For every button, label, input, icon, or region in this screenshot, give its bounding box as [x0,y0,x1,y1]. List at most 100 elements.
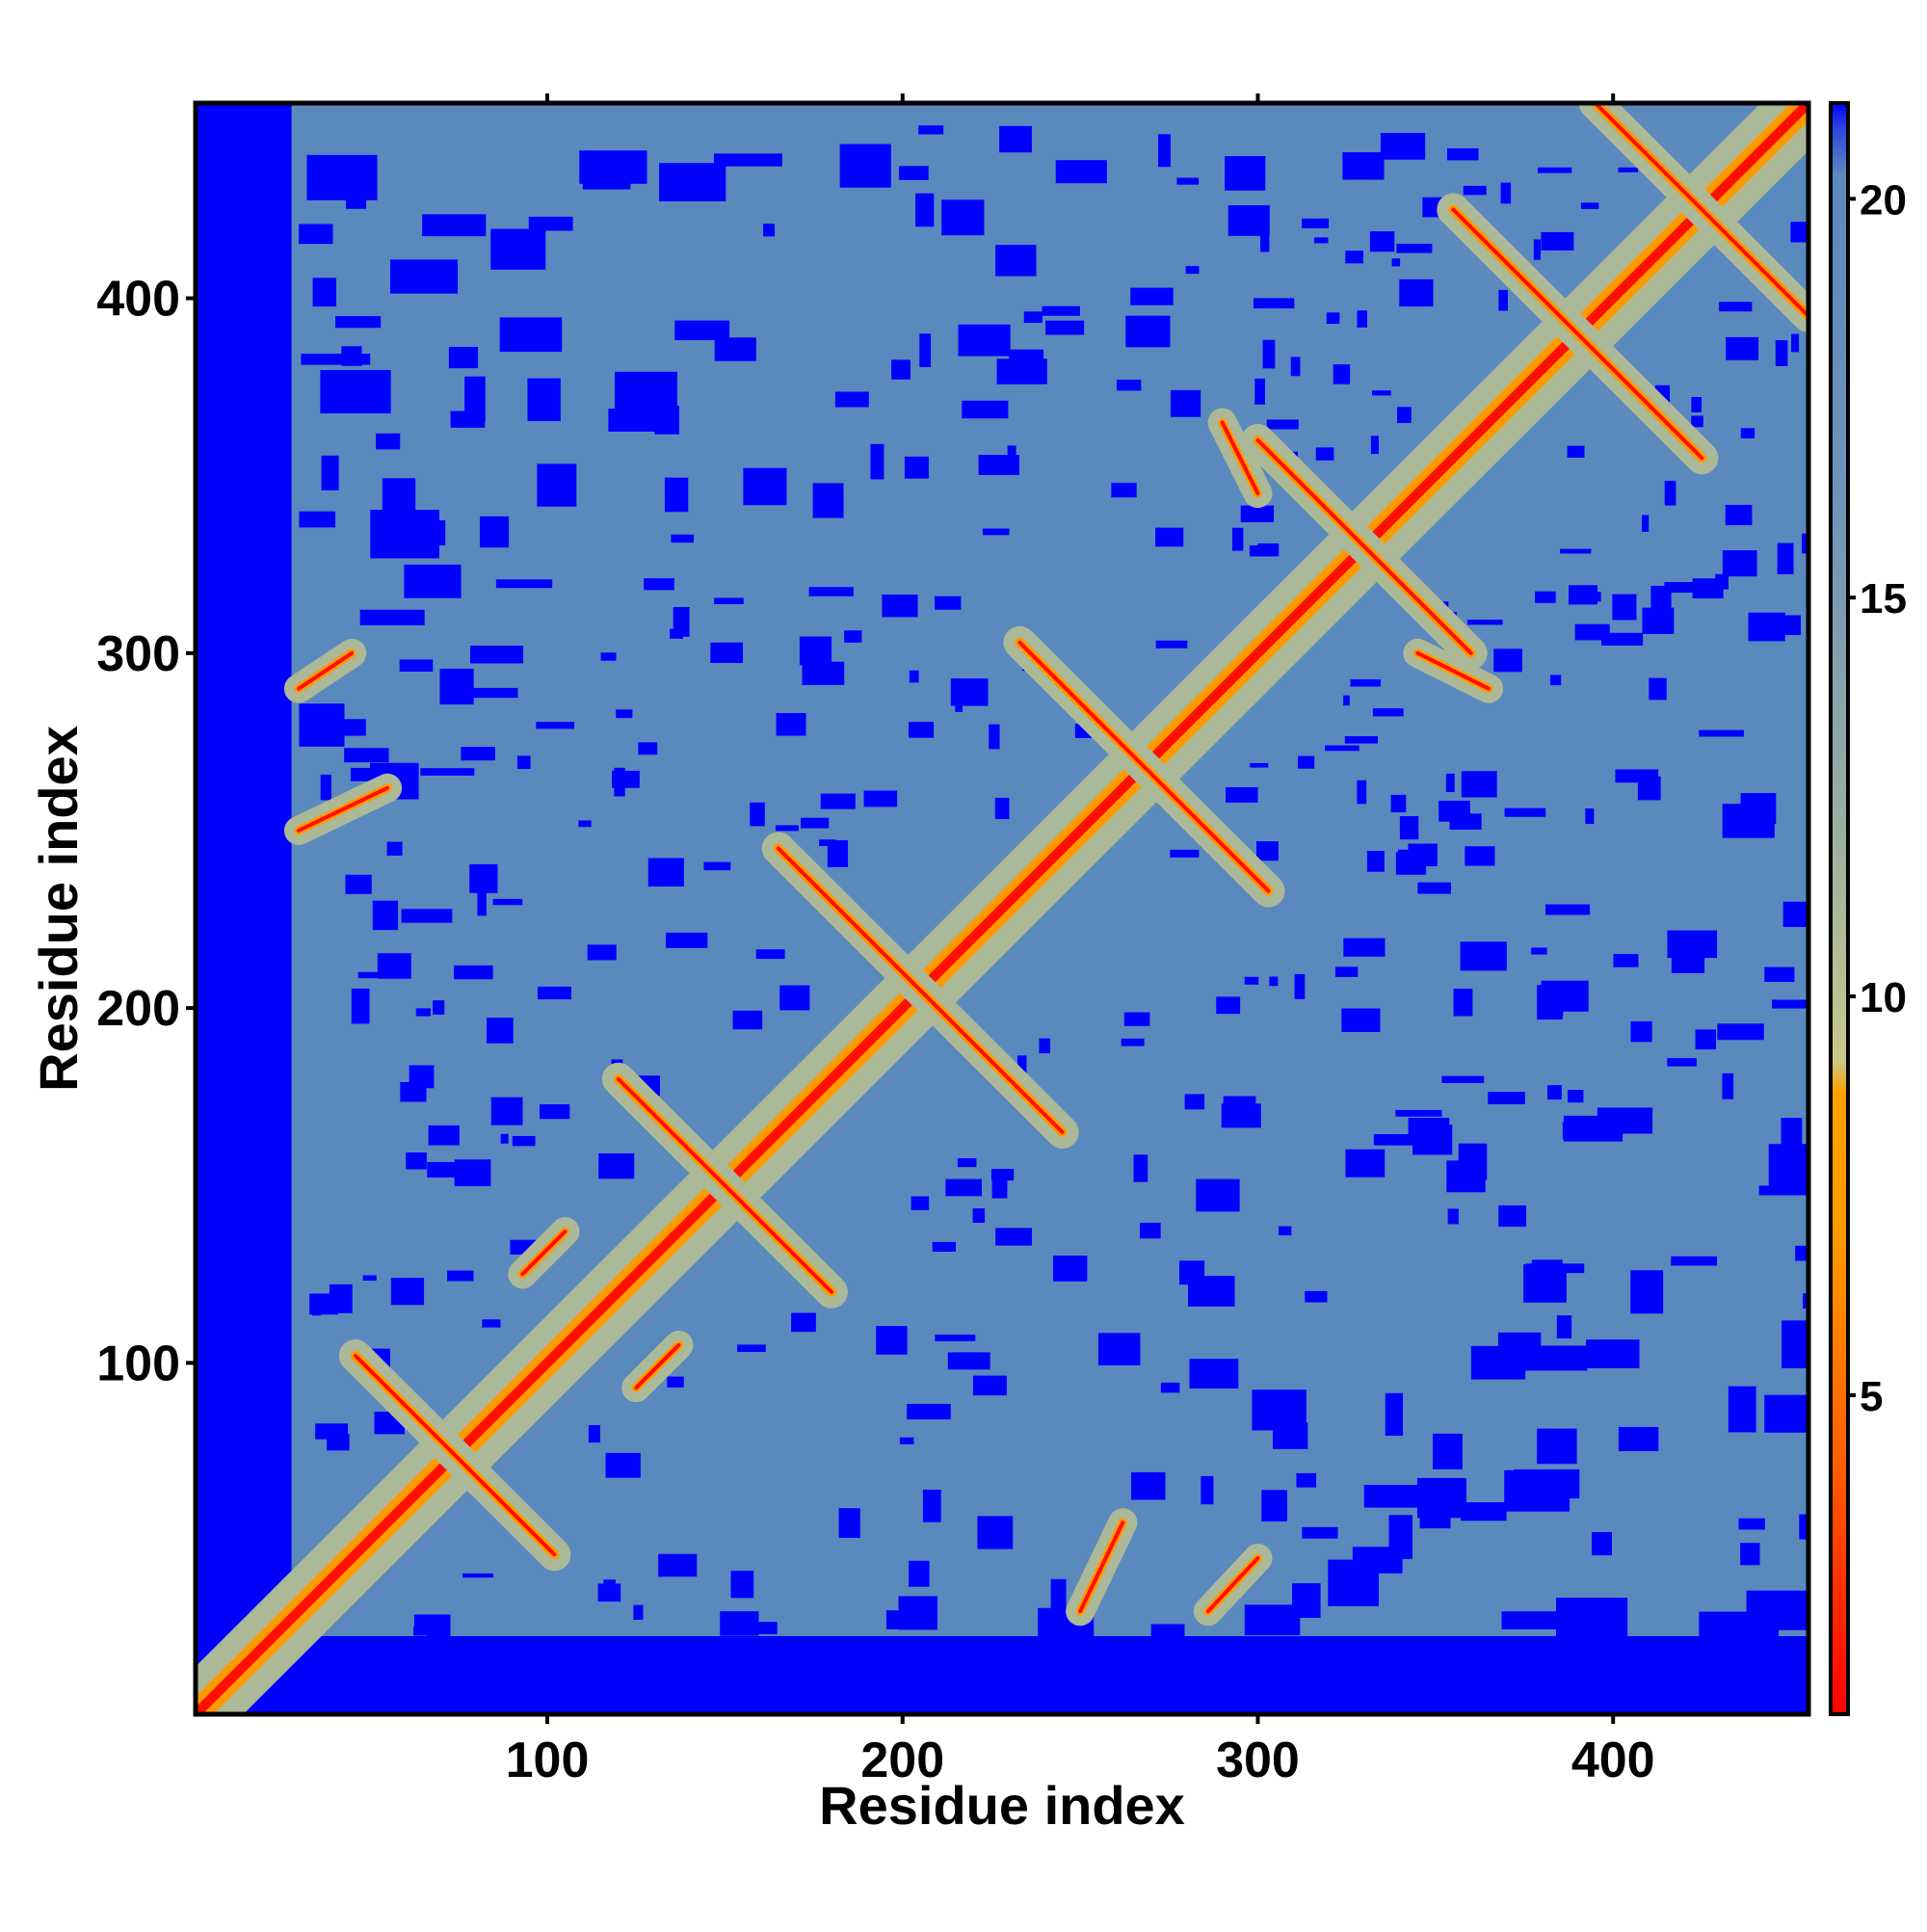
heatmap-far-patch [390,1278,425,1306]
heatmap-far-patch [995,245,1037,277]
y-axis-title: Residue index [28,726,89,1092]
heatmap-far-patch [1390,794,1407,813]
plot-frame [193,100,1811,1717]
heatmap-far-patch [462,1573,494,1578]
heatmap-far-patch [1343,695,1350,706]
heatmap-far-patch [710,642,743,663]
heatmap-far-patch [1782,1320,1808,1368]
heatmap-far-patch [345,874,372,894]
heatmap-far-patch [714,597,744,604]
heatmap-far-patch [1568,1090,1584,1103]
heatmap-far-patch [357,971,393,979]
heatmap-far-patch [1699,729,1744,737]
heatmap-far-patch [1664,480,1676,506]
heatmap-far-patch [1189,1359,1239,1389]
contact-line [1205,1555,1260,1614]
heatmap-far-patch [1328,1559,1379,1606]
heatmap-far-patch [1790,222,1808,243]
colorbar-ticks: 5 10 15 20 [1848,176,1907,1420]
heatmap-far-patch [1155,640,1188,648]
colorbar-tick-label: 5 [1860,1373,1883,1420]
heatmap-far-patch [1397,407,1412,423]
x-axis-title: Residue index [819,1775,1185,1836]
heatmap-far-patch [342,719,366,736]
heatmap-far-patch [1618,167,1639,172]
heatmap-far-patch [972,1208,986,1223]
heatmap-far-patch [1325,745,1359,752]
heatmap-far-patch [1123,1012,1150,1026]
heatmap-far-patch [1613,954,1639,967]
heatmap-far-patch [1650,585,1672,610]
heatmap-far-patch [1178,1260,1205,1285]
heatmap-far-patch [919,333,932,367]
heatmap-far-patch [461,746,495,761]
heatmap-far-patch [1728,1386,1756,1433]
heatmap-far-patch [1298,755,1315,769]
heatmap-far-patch [1774,615,1801,636]
heatmap-far-patch [1150,1624,1185,1665]
heatmap-far-patch [1585,808,1595,825]
heatmap-far-patch [1441,1075,1485,1083]
heatmap-far-patch [1225,156,1266,191]
heatmap-far-patch [1160,1382,1180,1393]
heatmap-far-patch [1549,675,1562,686]
heatmap-far-patch [947,1352,990,1370]
heatmap-far-patch [1363,1484,1424,1508]
heatmap-missing-left [196,103,292,1714]
heatmap-far-patch [904,456,929,479]
heatmap-far-patch [638,742,658,755]
heatmap-far-patch [1740,428,1755,438]
heatmap-far-patch [977,1516,1014,1549]
heatmap-far-patch [1240,505,1275,522]
heatmap-far-patch [516,755,531,770]
heatmap-far-patch [982,528,1010,536]
heatmap-far-patch [469,645,524,664]
heatmap-far-patch [1533,239,1542,260]
heatmap-far-patch [1803,1293,1808,1309]
heatmap-far-patch [658,1553,698,1577]
heatmap-far-patch [1801,533,1808,554]
heatmap-far-patch [447,1270,474,1282]
heatmap-far-patch [1597,1107,1653,1134]
heatmap-far-patch [1343,938,1386,957]
heatmap-missing-bottom [196,1635,1808,1714]
heatmap-far-patch [1556,1315,1572,1339]
heatmap-far-patch [1545,904,1591,915]
heatmap-far-patch [1196,1178,1240,1212]
heatmap-far-patch [667,1376,684,1388]
x-tick-label: 300 [1216,1733,1300,1788]
heatmap-far-patch [911,1196,930,1210]
heatmap-far-patch [863,790,898,807]
heatmap-far-patch [915,193,935,227]
heatmap-far-patch [359,609,425,625]
heatmap-far-patch [1341,1008,1381,1033]
x-tick-label: 100 [506,1733,590,1788]
heatmap-far-patch [713,153,782,167]
heatmap-far-patch [537,986,571,1000]
heatmap-far-patch [1691,415,1703,428]
heatmap-far-patch [899,166,929,180]
heatmap-far-patch [1580,202,1599,209]
heatmap-far-patch [1097,1333,1141,1365]
heatmap-far-patch [732,1010,763,1030]
heatmap-far-patch [299,224,333,245]
heatmap-far-patch [1726,336,1759,360]
heatmap-far-patch [1372,708,1404,717]
heatmap-far-patch [907,1403,951,1420]
contact-line [353,1354,557,1557]
heatmap-far-patch [990,1169,1015,1181]
heatmap-far-patch [406,1151,427,1170]
heatmap-far-patch [909,670,919,683]
heatmap-far-patch [899,1437,914,1444]
heatmap-far-patch [935,595,962,610]
heatmap-far-patch [1722,804,1775,838]
heatmap-far-patch [870,443,884,480]
heatmap-far-patch [763,224,776,237]
heatmap-far-patch [1795,1245,1808,1261]
heatmap-far-patch [1567,445,1585,458]
heatmap-far-patch [1775,340,1788,366]
heatmap-far-patch [1642,607,1675,634]
heatmap-far-patch [341,346,362,366]
heatmap-far-patch [1342,151,1385,180]
heatmap-far-patch [1453,989,1473,1017]
